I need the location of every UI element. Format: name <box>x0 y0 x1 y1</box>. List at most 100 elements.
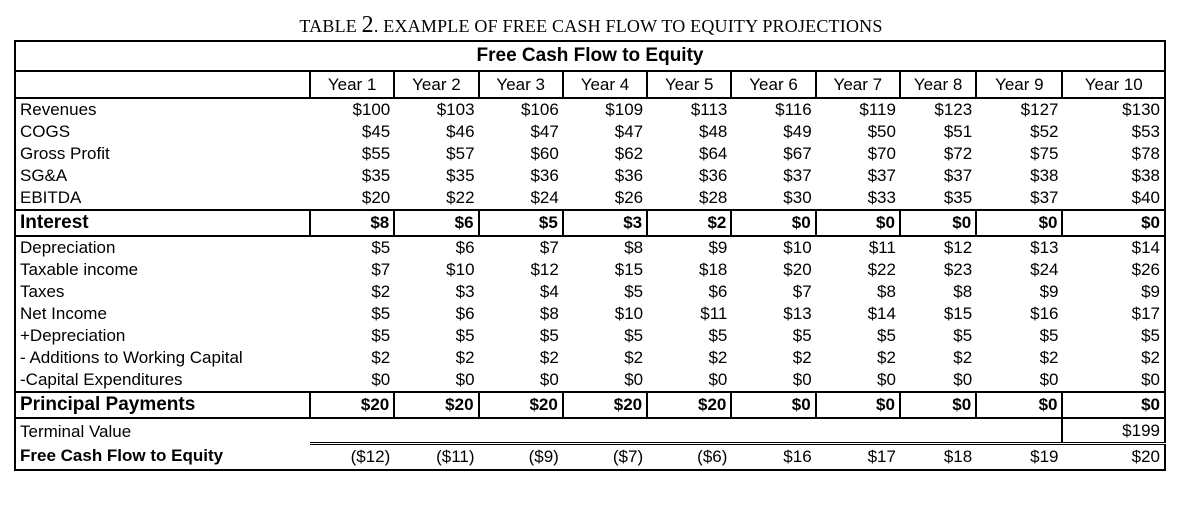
cell-value: $35 <box>943 188 973 207</box>
cell-value: $8 <box>539 304 559 323</box>
cell-value: $40 <box>1131 188 1160 207</box>
cell-value: $0 <box>898 391 978 419</box>
year-header: Year 7 <box>814 70 901 99</box>
year-header: Year 3 <box>477 70 564 99</box>
cell-value: $53 <box>1131 122 1160 141</box>
cell-value: $47 <box>530 122 559 141</box>
year-header: Year 5 <box>646 70 733 99</box>
cell-value: $20 <box>783 260 812 279</box>
table-row: Revenues $100 $103 $106 $109 $113 $116 $119 $123… <box>15 98 1165 121</box>
cell-value: $26 <box>614 188 644 207</box>
cell-value: $5 <box>371 238 391 257</box>
cell-value: $13 <box>1030 238 1059 257</box>
cell-value: $55 <box>361 144 391 163</box>
cell-value: $2 <box>624 348 644 367</box>
cell-value: $17 <box>815 442 900 470</box>
cell-value: $123 <box>934 100 973 119</box>
cell-value: $5 <box>455 326 475 345</box>
cell-value: $0 <box>730 391 817 419</box>
table-row: COGS $45 $46 $47 $47 $48 $49 $50 $51 $52 $53 <box>15 121 1165 143</box>
cell-value: $0 <box>953 370 973 389</box>
table-row: Taxable income $7 $10 $12 $15 $18 $20 $22 $23 $24… <box>15 259 1165 281</box>
cell-value: $62 <box>614 144 644 163</box>
cell-value: $64 <box>699 144 728 163</box>
row-label: - Additions to Working Capital <box>20 348 243 367</box>
cell-value: ($6) <box>647 442 732 470</box>
header-label <box>15 70 311 99</box>
cell-value: $0 <box>371 370 391 389</box>
cell-value: $0 <box>814 391 901 419</box>
blank-cell <box>309 418 1063 445</box>
cell-value: $0 <box>898 209 978 237</box>
cell-value: $4 <box>539 282 559 301</box>
cell-value: $48 <box>699 122 728 141</box>
cell-value: $0 <box>877 370 896 389</box>
cell-value: $0 <box>730 209 817 237</box>
cell-value: $13 <box>783 304 812 323</box>
cell-value: $0 <box>1039 370 1059 389</box>
caption-prefix: TABLE <box>299 16 362 36</box>
cell-value: $2 <box>877 348 896 367</box>
cell-value: $37 <box>783 166 812 185</box>
caption-number: 2 <box>361 12 374 38</box>
cell-value: $24 <box>1030 260 1059 279</box>
cell-value: $46 <box>446 122 475 141</box>
cell-value: $6 <box>708 282 728 301</box>
cell-value: $100 <box>352 100 391 119</box>
cell-value: $2 <box>371 348 391 367</box>
year-header: Year 8 <box>898 70 978 99</box>
fcfe-table: Free Cash Flow to Equity Year 1 Year 2 Yea… <box>14 40 1166 471</box>
cell-value: $49 <box>783 122 812 141</box>
cell-value: $3 <box>455 282 475 301</box>
table-row: Taxes $2 $3 $4 $5 $6 $7 $8 $8 $9 $9 <box>15 281 1165 303</box>
cell-value: $26 <box>1131 260 1160 279</box>
cell-value: $5 <box>624 282 644 301</box>
row-label: Principal Payments <box>15 391 311 419</box>
cell-value: $22 <box>867 260 896 279</box>
cell-value: $37 <box>943 166 973 185</box>
table-row: SG&A $35 $35 $36 $36 $36 $37 $37 $37 $38 $38 <box>15 165 1165 187</box>
cell-value: $23 <box>943 260 973 279</box>
cell-value: $14 <box>867 304 896 323</box>
cell-value: ($11) <box>394 442 479 470</box>
cell-value: $8 <box>953 282 973 301</box>
cell-value: $12 <box>530 260 559 279</box>
cell-value: $0 <box>708 370 728 389</box>
cell-value: $103 <box>436 100 475 119</box>
table-row: -Capital Expenditures $0 $0 $0 $0 $0 $0 $0 $0 $0 $… <box>15 369 1165 392</box>
cell-value: $19 <box>976 442 1063 470</box>
year-header: Year 1 <box>308 70 396 99</box>
cell-value: $15 <box>614 260 644 279</box>
table-row: Principal Payments $20 $20 $20 $20 $20 $0 $0 $0 $… <box>15 391 1166 419</box>
row-label: +Depreciation <box>20 326 126 345</box>
cell-value: $0 <box>792 370 812 389</box>
cell-value: $24 <box>530 188 559 207</box>
cell-value: $0 <box>1061 391 1166 419</box>
cell-value: $0 <box>539 370 559 389</box>
cell-value: $6 <box>393 209 480 237</box>
row-label: EBITDA <box>20 188 82 207</box>
cell-value: $8 <box>877 282 896 301</box>
cell-value: $0 <box>975 391 1064 419</box>
cell-value: $0 <box>1061 209 1166 237</box>
cell-value: $20 <box>646 391 733 419</box>
cell-value: $35 <box>361 166 391 185</box>
table-row: Interest $8 $6 $5 $3 $2 $0 $0 $0 $0 $0 <box>15 209 1166 237</box>
cell-value: $3 <box>561 209 649 237</box>
cell-value: $109 <box>605 100 644 119</box>
cell-value: $16 <box>731 442 816 470</box>
row-label: Gross Profit <box>20 144 110 163</box>
cell-value: $9 <box>1039 282 1059 301</box>
table-row: - Additions to Working Capital $2 $2 $2 $2 $2… <box>15 347 1165 369</box>
row-label: Depreciation <box>20 238 116 257</box>
cell-value: $18 <box>699 260 728 279</box>
cell-value: $116 <box>775 100 812 119</box>
cell-value: $5 <box>708 326 728 345</box>
cell-value: $20 <box>477 391 564 419</box>
cell-value: $17 <box>1131 304 1160 323</box>
cell-value: $2 <box>646 209 733 237</box>
cell-value: $75 <box>1030 144 1059 163</box>
cell-value: $45 <box>361 122 391 141</box>
cell-value: $5 <box>877 326 896 345</box>
cell-value: $0 <box>1141 370 1160 389</box>
